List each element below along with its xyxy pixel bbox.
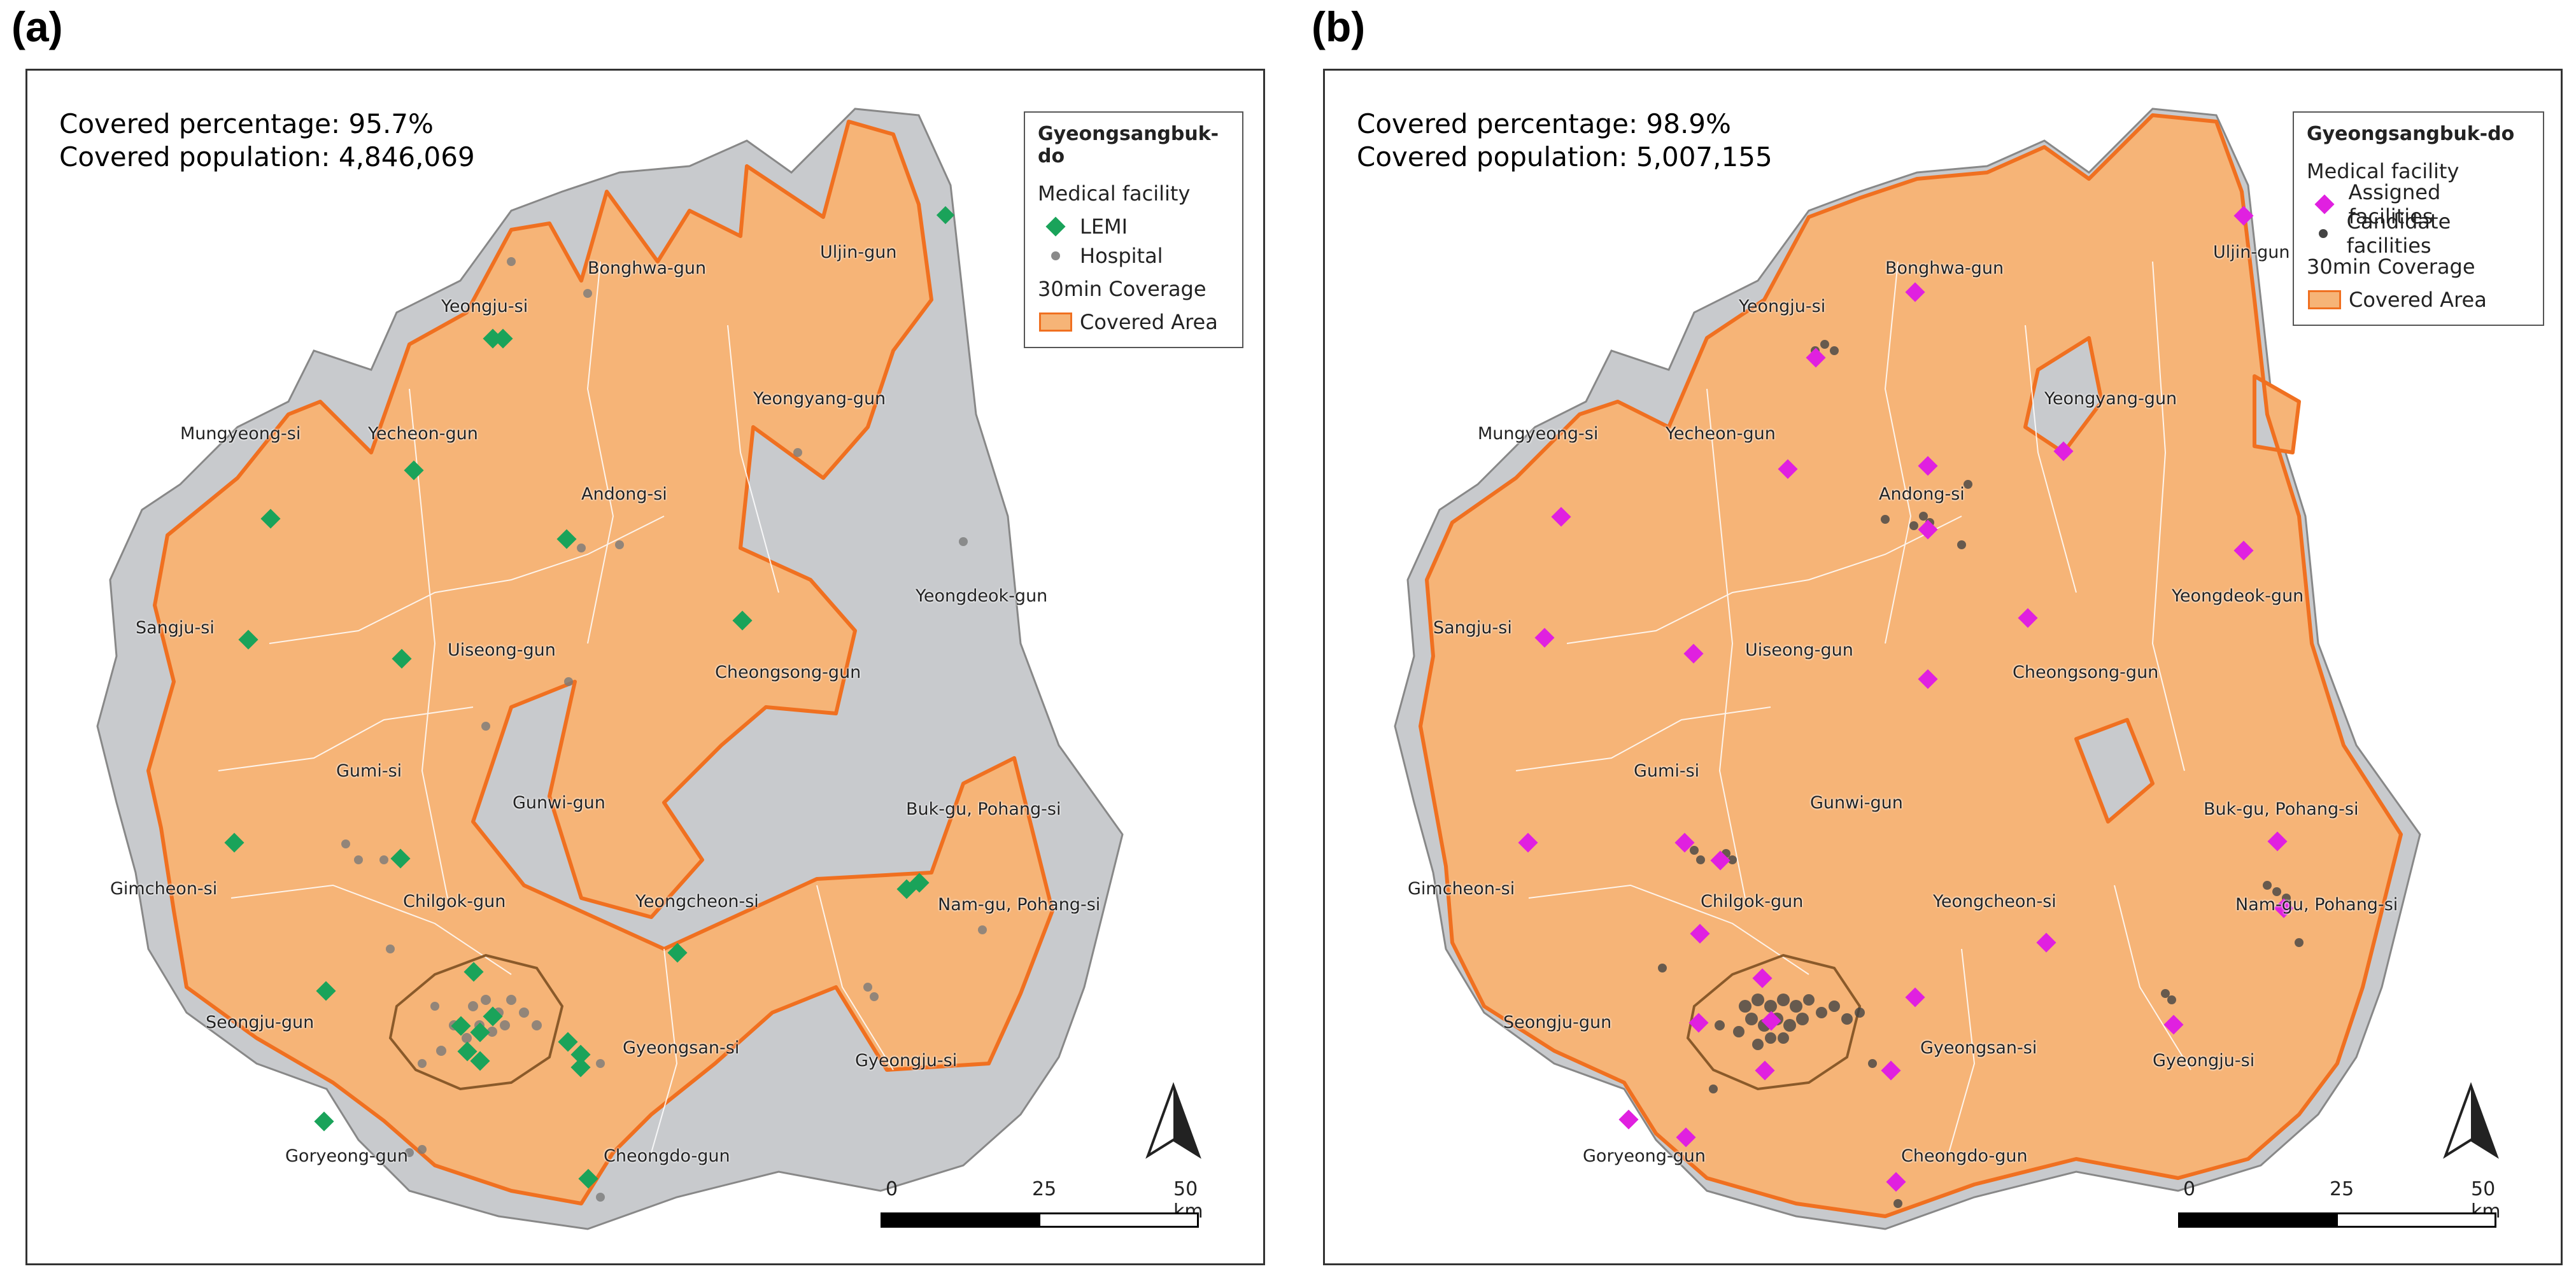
place-label: Gumi-si [1634, 761, 1700, 781]
place-label: Uiseong-gun [448, 640, 556, 660]
place-label: Goryeong-gun [285, 1146, 409, 1166]
place-label: Yeongju-si [441, 297, 528, 316]
scale-bar-white [1038, 1212, 1199, 1228]
place-label: Seongju-gun [206, 1013, 315, 1032]
place-label: Uljin-gun [2213, 242, 2290, 262]
scale-tick: 25 [2330, 1178, 2354, 1200]
place-label: Gyeongju-si [2153, 1051, 2255, 1071]
scale-tick: 25 [1032, 1178, 1057, 1200]
place-label: Yecheon-gun [368, 424, 478, 444]
place-label: Gyeongju-si [855, 1051, 958, 1071]
daegu-boundary [388, 953, 564, 1091]
place-label: Mungyeong-si [1478, 424, 1599, 444]
place-label: Seongju-gun [1503, 1013, 1612, 1032]
legend-title: Gyeongsangbuk-do [1038, 123, 1219, 167]
place-label: Gyeongsan-si [1920, 1038, 2037, 1058]
legend-item-covered-area: Covered Area [2307, 285, 2530, 314]
place-label: Buk-gu, Pohang-si [906, 799, 1061, 819]
dark-dot-icon [2319, 229, 2328, 238]
place-label: Andong-si [1879, 484, 1965, 504]
scale-bar-black [2178, 1212, 2339, 1228]
place-label: Gumi-si [336, 761, 402, 781]
place-label: Goryeong-gun [1583, 1146, 1706, 1166]
panel-a-stats: Covered percentage: 95.7% Covered popula… [59, 108, 475, 174]
place-label: Sangju-si [1433, 618, 1512, 638]
legend-facility-heading: Medical facility [2307, 159, 2459, 183]
hospital-markers [341, 257, 987, 1202]
north-arrow [2443, 1082, 2499, 1159]
place-label: Chilgok-gun [403, 892, 506, 911]
place-label: Yeongju-si [1739, 297, 1826, 316]
panel-b-map-canvas [1394, 108, 2499, 1230]
legend-facility-heading: Medical facility [1038, 181, 1191, 206]
place-label: Yecheon-gun [1666, 424, 1776, 444]
legend-item-lemi: LEMI [1038, 212, 1229, 241]
panel-b-legend: Gyeongsangbuk-do Medical facility Assign… [2293, 111, 2544, 326]
place-label: Nam-gu, Pohang-si [2235, 895, 2398, 915]
place-label: Uljin-gun [820, 242, 897, 262]
district-boundaries [218, 261, 894, 1153]
place-label: Cheongdo-gun [604, 1146, 730, 1166]
panel-a-map-canvas [96, 108, 1201, 1230]
place-label: Cheongsong-gun [715, 663, 861, 682]
place-label: Gyeongsan-si [623, 1038, 740, 1058]
place-label: Buk-gu, Pohang-si [2204, 799, 2359, 819]
panel-a-map: Covered percentage: 95.7% Covered popula… [25, 69, 1265, 1265]
covered-area [1419, 113, 2403, 1218]
covered-population: Covered population: 5,007,155 [1357, 141, 1773, 172]
legend-item-hospital: Hospital [1038, 241, 1229, 270]
covered-percentage: Covered percentage: 98.9% [1357, 108, 1731, 139]
place-label: Yeongdeok-gun [2172, 586, 2304, 606]
place-label: Bonghwa-gun [1885, 258, 2004, 278]
place-label: Mungyeong-si [180, 424, 301, 444]
place-label: Bonghwa-gun [588, 258, 707, 278]
covered-area-swatch-icon [1039, 312, 1072, 332]
place-label: Nam-gu, Pohang-si [938, 895, 1101, 915]
legend-title: Gyeongsangbuk-do [2307, 123, 2515, 145]
legend-coverage-heading: 30min Coverage [2307, 255, 2475, 279]
place-label: Andong-si [581, 484, 667, 504]
scale-tick: 0 [2183, 1178, 2196, 1200]
panel-b-map: Covered percentage: 98.9% Covered popula… [1323, 69, 2563, 1265]
place-label: Gimcheon-si [110, 879, 218, 899]
place-label: Gunwi-gun [1810, 793, 1903, 813]
place-label: Cheongsong-gun [2013, 663, 2159, 682]
panel-b-scale-bar: 0 25 50 km [2178, 1178, 2509, 1235]
place-label: Yeongcheon-si [635, 892, 759, 911]
place-label: Sangju-si [136, 618, 215, 638]
place-label: Gimcheon-si [1408, 879, 1515, 899]
legend-item-assigned: Assigned facilities [2307, 180, 2530, 228]
panel-b-stats: Covered percentage: 98.9% Covered popula… [1357, 108, 1773, 174]
assigned-facility-markers [1518, 206, 2294, 1192]
covered-percentage: Covered percentage: 95.7% [59, 108, 434, 139]
covered-area-swatch-icon [2308, 290, 2341, 309]
place-label: Yeongdeok-gun [916, 586, 1048, 606]
magenta-diamond-icon [2314, 194, 2335, 214]
daegu-boundary [1686, 953, 1862, 1091]
covered-population: Covered population: 4,846,069 [59, 141, 475, 172]
place-label: Uiseong-gun [1745, 640, 1853, 660]
panel-a-legend: Gyeongsangbuk-do Medical facility LEMI H… [1024, 111, 1243, 348]
legend-item-covered-area: Covered Area [1038, 307, 1229, 337]
legend-coverage-heading: 30min Coverage [1038, 277, 1207, 301]
district-boundaries [1515, 261, 2191, 1153]
scale-bar-white [2336, 1212, 2496, 1228]
north-arrow [1145, 1082, 1201, 1159]
place-label: Cheongdo-gun [1901, 1146, 2028, 1166]
green-diamond-icon [1045, 216, 1066, 237]
place-label: Gunwi-gun [513, 793, 605, 813]
scale-bar-black [881, 1212, 1041, 1228]
place-label: Yeongyang-gun [2044, 389, 2177, 409]
place-label: Yeongyang-gun [753, 389, 886, 409]
panel-a-label: (a) [11, 3, 63, 50]
gray-dot-icon [1051, 251, 1060, 260]
place-label: Chilgok-gun [1701, 892, 1804, 911]
scale-tick: 0 [886, 1178, 898, 1200]
covered-area [146, 120, 1054, 1205]
place-label: Yeongcheon-si [1933, 892, 2056, 911]
panel-b-label: (b) [1312, 3, 1366, 50]
legend-item-candidate: Candidate facilities [2307, 209, 2530, 258]
panel-a-scale-bar: 0 25 50 km [881, 1178, 1212, 1235]
